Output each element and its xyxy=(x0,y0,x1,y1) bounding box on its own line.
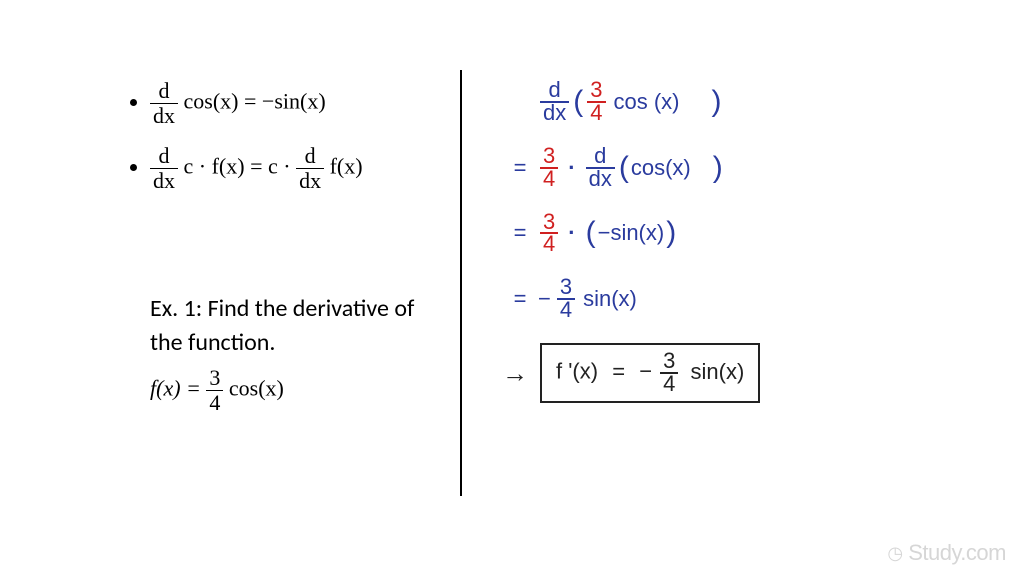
clock-icon: ◷ xyxy=(887,543,902,563)
frac-den: dx xyxy=(540,103,569,124)
frac-den: dx xyxy=(586,169,615,190)
frac-den: dx xyxy=(150,104,178,127)
work-line-4: = − 3 4 sin(x) xyxy=(502,277,974,321)
dot: · xyxy=(568,220,575,246)
ddx-fraction: d dx xyxy=(150,145,178,192)
rule-rhs: −sin(x) xyxy=(262,89,326,114)
ddx-fraction: d dx xyxy=(296,145,324,192)
ddx-fraction: d dx xyxy=(150,80,178,127)
rule-rhs-pre: c · xyxy=(268,154,296,179)
equals: = xyxy=(612,359,625,384)
coef-fraction: 3 4 xyxy=(660,351,678,395)
work-line-3: = 3 4 · ( − sin(x) ) xyxy=(502,212,974,256)
coef-fraction: 3 4 xyxy=(540,146,558,190)
frac-den: 4 xyxy=(660,374,678,395)
ddx-fraction: d dx xyxy=(586,146,615,190)
frac-den: dx xyxy=(296,169,324,192)
work-line-1: d dx ( 3 4 cos (x) ) xyxy=(502,80,974,124)
frac-num: d xyxy=(150,145,178,169)
frac-den: 4 xyxy=(540,234,558,255)
neg-sign: − xyxy=(538,286,551,312)
rule-item: d dx c · f(x) = c · d dx f(x) xyxy=(150,145,430,192)
equals: = xyxy=(250,154,262,179)
rule-rhs-post: f(x) xyxy=(330,154,363,179)
rule-lhs: c · f(x) xyxy=(184,154,245,179)
equals: = xyxy=(502,155,538,181)
neg-sign: − xyxy=(639,359,652,384)
work-line-5: → f '(x) = − 3 4 sin(x) xyxy=(502,343,974,403)
example-equation: f(x) = 3 4 cos(x) xyxy=(150,367,430,414)
equals: = xyxy=(244,89,256,114)
neg-sign: − xyxy=(598,220,611,246)
frac-num: d xyxy=(296,145,324,169)
f-prime: f '(x) xyxy=(556,359,598,384)
paren-open: ( xyxy=(584,216,598,250)
paren-close: ) xyxy=(711,151,725,185)
paren-close: ) xyxy=(664,216,678,250)
trig-term: sin(x) xyxy=(583,286,637,312)
frac-num: 3 xyxy=(206,367,223,391)
frac-num: d xyxy=(150,80,178,104)
trig-term: sin(x) xyxy=(691,359,745,384)
ddx-fraction: d dx xyxy=(540,80,569,124)
trig-term: sin(x) xyxy=(610,220,664,246)
coef-fraction: 3 4 xyxy=(540,212,558,256)
frac-den: 4 xyxy=(540,169,558,190)
frac-den: 4 xyxy=(557,300,575,321)
watermark-text: Study.com xyxy=(908,540,1006,565)
work-line-2: = 3 4 · d dx ( cos(x) ) xyxy=(502,146,974,190)
right-panel: d dx ( 3 4 cos (x) ) = 3 4 · d dx ( cos(… xyxy=(472,40,994,556)
example-fx: f(x) = xyxy=(150,376,206,401)
paren-open: ( xyxy=(617,151,631,185)
frac-den: 4 xyxy=(587,103,605,124)
coef-fraction: 3 4 xyxy=(587,80,605,124)
rule-item: d dx cos(x) = −sin(x) xyxy=(150,80,430,127)
example-prompt: Ex. 1: Find the derivative of the functi… xyxy=(150,292,430,359)
paren-open: ( xyxy=(571,85,585,119)
dot: · xyxy=(568,155,575,181)
watermark: ◷ Study.com xyxy=(887,540,1006,566)
equals: = xyxy=(502,220,538,246)
rule-lhs: cos(x) xyxy=(184,89,239,114)
example-fraction: 3 4 xyxy=(206,367,223,414)
answer-box: f '(x) = − 3 4 sin(x) xyxy=(540,343,760,403)
lesson-slide: d dx cos(x) = −sin(x) d dx c · f(x) = c … xyxy=(0,0,1024,576)
coef-fraction: 3 4 xyxy=(557,277,575,321)
trig-term: cos(x) xyxy=(631,155,691,181)
arrow-icon: → xyxy=(502,358,528,389)
rules-list: d dx cos(x) = −sin(x) d dx c · f(x) = c … xyxy=(150,80,430,192)
equals: = xyxy=(502,286,538,312)
paren-close: ) xyxy=(710,85,724,119)
vertical-divider xyxy=(460,70,462,496)
trig-term: cos (x) xyxy=(614,89,680,115)
left-panel: d dx cos(x) = −sin(x) d dx c · f(x) = c … xyxy=(30,40,450,556)
example-trig: cos(x) xyxy=(229,376,284,401)
frac-den: dx xyxy=(150,169,178,192)
frac-den: 4 xyxy=(206,391,223,414)
